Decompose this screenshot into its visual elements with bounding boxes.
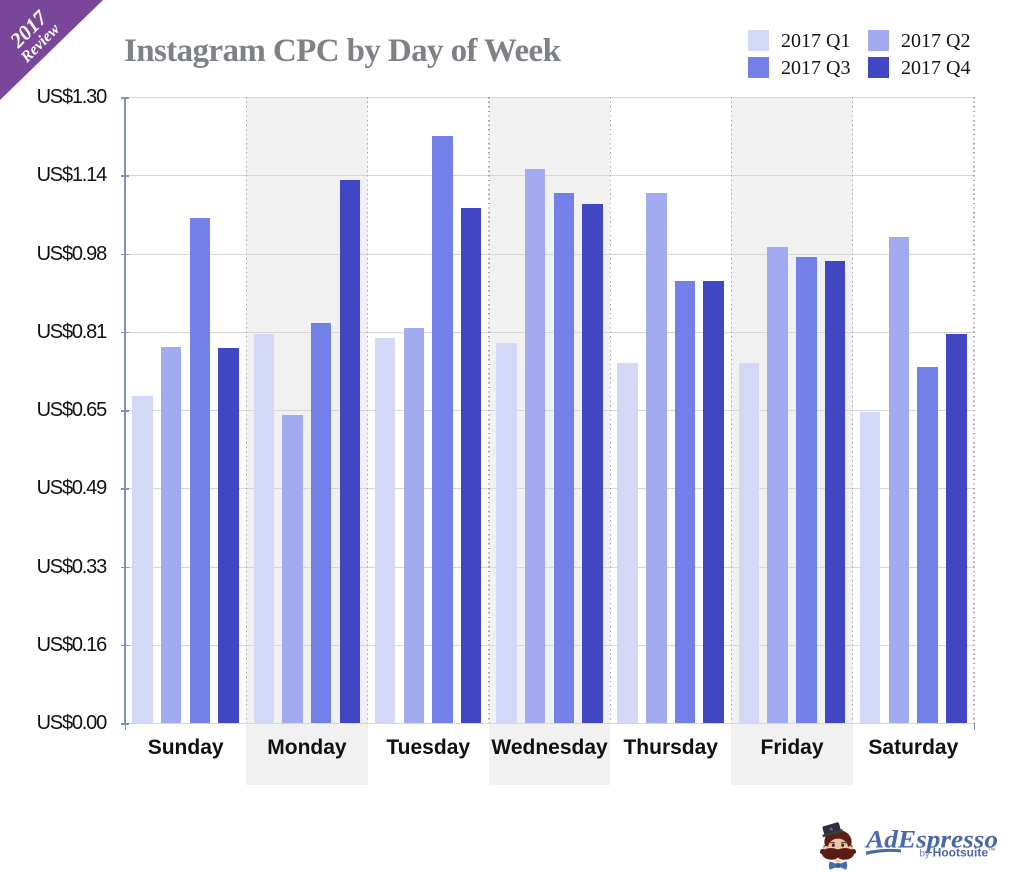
svg-text:by Hootsuite™: by Hootsuite™: [919, 846, 995, 860]
